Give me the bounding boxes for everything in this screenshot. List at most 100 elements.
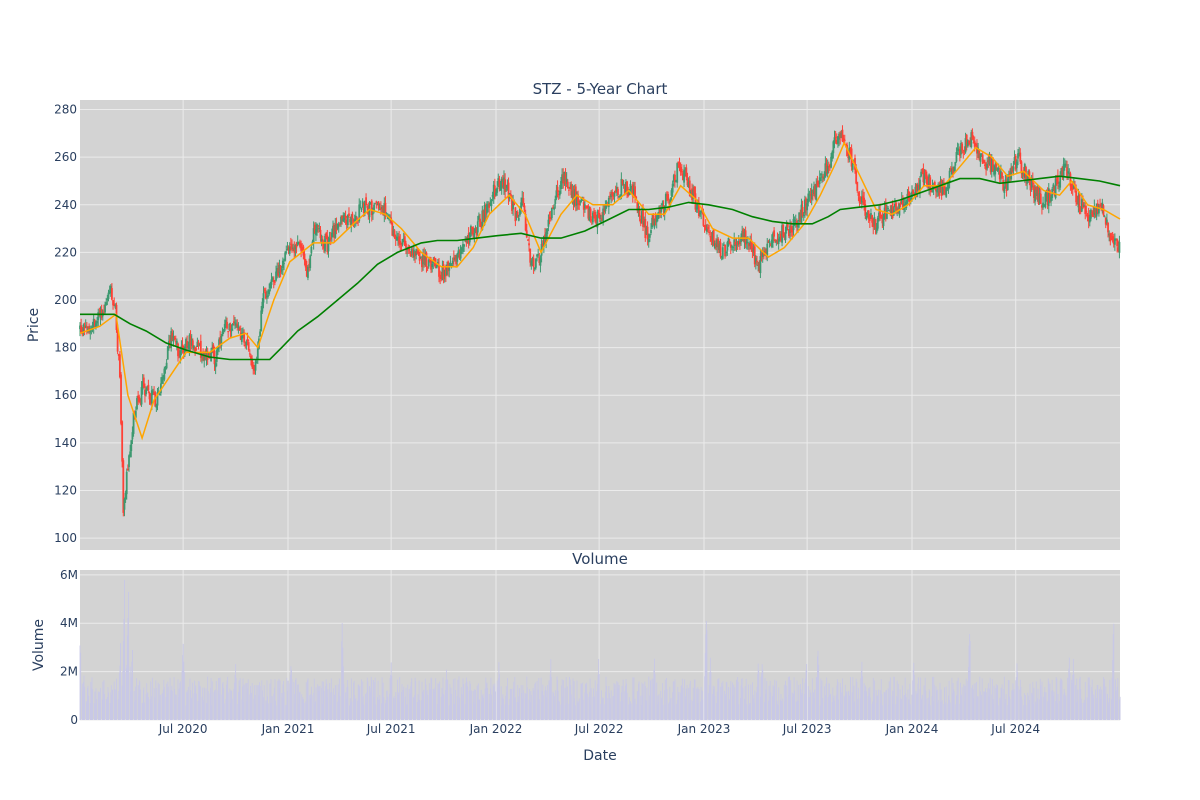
volume-bar [1047, 701, 1049, 720]
volume-bar [107, 687, 109, 720]
volume-bar [389, 677, 391, 720]
candle-body [323, 242, 325, 249]
candle-body [343, 215, 346, 220]
volume-bar [576, 680, 578, 720]
volume-bar [618, 687, 620, 720]
candle-body [612, 195, 615, 197]
volume-bar [597, 674, 599, 720]
candle-body [358, 204, 361, 222]
volume-bar [766, 680, 768, 720]
candle-body [656, 213, 659, 220]
volume-bar [222, 683, 223, 720]
volume-bar [489, 688, 491, 720]
candle-body [511, 198, 513, 211]
volume-bar [897, 697, 899, 720]
volume-bar [1013, 689, 1015, 720]
volume-bar [267, 696, 268, 720]
candle-body [85, 326, 88, 329]
candle-body [480, 225, 483, 228]
volume-bar [786, 685, 788, 720]
volume-bar [537, 689, 539, 720]
volume-bar [1000, 687, 1002, 720]
volume-bar [1112, 659, 1114, 720]
volume-bar [620, 692, 622, 720]
candle-body [888, 209, 891, 212]
volume-bar [338, 692, 340, 720]
volume-bar [855, 678, 857, 720]
candle-body [284, 252, 287, 261]
volume-bar [510, 688, 512, 720]
candle-body [1058, 185, 1060, 187]
volume-bar [506, 678, 508, 720]
volume-bar [819, 705, 821, 720]
moving-average-lines [79, 141, 1121, 441]
candle-body [784, 232, 787, 240]
volume-bar [1055, 677, 1057, 720]
volume-bar [394, 704, 396, 720]
candle-body [1039, 193, 1042, 204]
volume-bar [1052, 695, 1054, 720]
candle-body [927, 181, 929, 188]
volume-bar [904, 694, 906, 720]
candle-body [1019, 152, 1022, 162]
candle-body [1061, 166, 1064, 177]
candle-body [413, 249, 415, 258]
candle-body [270, 279, 273, 285]
volume-bar [1105, 686, 1107, 720]
candle-body [337, 225, 340, 227]
volume-bar [514, 676, 516, 720]
volume-bar [142, 690, 144, 720]
candle-body [493, 185, 496, 197]
candle-body [598, 213, 601, 219]
volume-bar [866, 691, 867, 720]
volume-bar [1085, 697, 1087, 720]
volume-bar [195, 693, 197, 720]
volume-bar [636, 691, 638, 720]
volume-bar [616, 681, 618, 720]
price-tick-label: 200 [54, 293, 77, 307]
volume-bar [210, 688, 211, 720]
volume-bar [255, 704, 257, 720]
volume-bar [475, 689, 476, 720]
volume-bar [574, 705, 576, 720]
volume-bar [1115, 690, 1117, 720]
volume-bar [662, 683, 663, 720]
candle-body [633, 188, 635, 195]
candle-body [376, 204, 379, 206]
candle-body [980, 154, 983, 156]
candle-body [294, 245, 297, 250]
candle-body [1014, 155, 1017, 170]
candle-body [280, 269, 283, 271]
volume-bar [1107, 702, 1109, 720]
candle-body [663, 208, 666, 214]
candle-body [538, 257, 541, 263]
candle-body [542, 235, 545, 248]
candle-body [818, 177, 821, 184]
candle-body [793, 219, 796, 221]
volume-bar [917, 683, 919, 720]
volume-bar [342, 647, 344, 720]
volume-bar [566, 702, 568, 720]
volume-bar [354, 698, 356, 720]
volume-bar [726, 682, 728, 720]
candle-body [932, 185, 935, 189]
volume-bar [626, 692, 628, 720]
volume-bar [799, 684, 801, 720]
candle-body [422, 253, 424, 265]
candle-body [960, 143, 962, 155]
volume-bar [291, 669, 292, 720]
candle-body [825, 164, 828, 173]
volume-bar [1087, 697, 1089, 720]
volume-bar [776, 700, 778, 720]
candle-body [631, 184, 634, 197]
volume-bar [676, 700, 678, 720]
volume-bar [1013, 691, 1014, 720]
volume-bar [145, 694, 147, 720]
volume-bar [1079, 678, 1081, 720]
volume-bar [706, 630, 708, 720]
volume-bar [243, 701, 245, 720]
candle-body [330, 232, 333, 238]
candle-body [970, 132, 973, 148]
volume-bar [674, 679, 676, 720]
volume-bar [901, 685, 903, 720]
